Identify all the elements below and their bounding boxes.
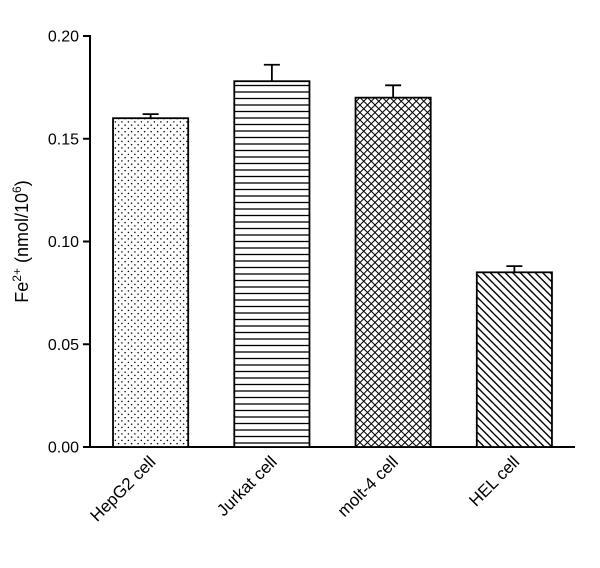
bar [233, 80, 311, 448]
y-axis-title: Fe2+ (nmol/106) [10, 180, 32, 302]
bar [112, 117, 190, 448]
y-tick-label: 0.00 [48, 440, 79, 457]
y-tick-label: 0.15 [48, 131, 79, 148]
x-tick-label: molt-4 cell [334, 452, 402, 520]
x-tick-label: HepG2 cell [87, 452, 160, 525]
bars [112, 80, 553, 448]
y-tick-label: 0.20 [48, 29, 79, 46]
bar [475, 271, 553, 448]
bar [354, 96, 432, 448]
x-tick-label: Jurkat cell [213, 452, 281, 520]
error-bars [142, 63, 523, 273]
x-tick-label: HEL cell [465, 452, 523, 510]
x-axis-labels: HepG2 cell Jurkat cell molt-4 cell HEL cell [87, 452, 524, 525]
y-tick-label: 0.10 [48, 234, 79, 251]
y-tick-label: 0.05 [48, 337, 79, 354]
y-axis-ticks: 0.00 0.05 0.10 0.15 0.20 [48, 29, 90, 457]
